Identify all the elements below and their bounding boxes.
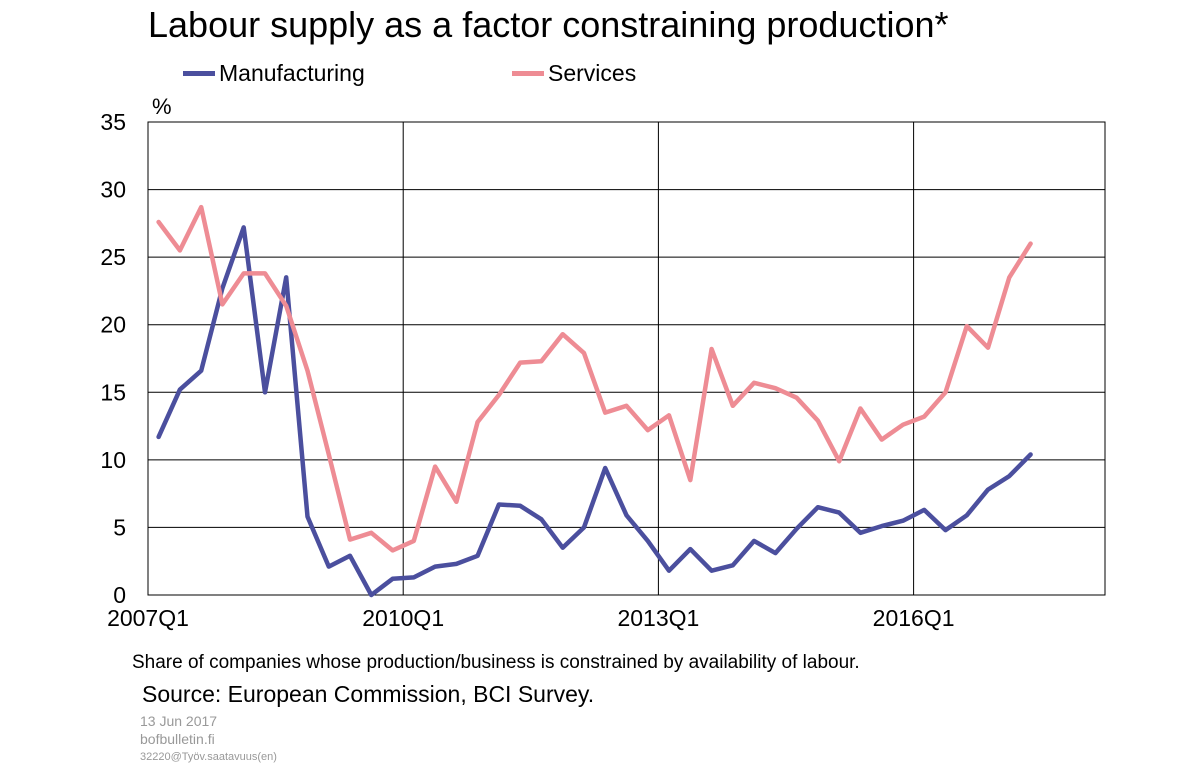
y-tick-label: 15	[100, 379, 126, 405]
legend-swatch-services	[512, 71, 544, 76]
y-axis-unit-label: %	[152, 94, 172, 119]
y-tick-label: 0	[113, 582, 126, 608]
plot-area-border	[147, 121, 1106, 596]
series-line-manufacturing	[156, 225, 1033, 598]
source-text: Source: European Commission, BCI Survey.	[142, 681, 595, 707]
series-line-services	[156, 204, 1033, 553]
y-tick-label: 35	[100, 109, 126, 135]
footnote: Share of companies whose production/busi…	[132, 652, 860, 673]
legend-item-services: Services	[512, 60, 636, 87]
legend-swatch-manufacturing	[183, 71, 215, 76]
x-tick-label: 2007Q1	[107, 605, 189, 631]
y-tick-label: 5	[113, 514, 126, 540]
legend-label-services: Services	[548, 60, 637, 86]
site-name: bofbulletin.fi	[140, 731, 215, 747]
chart-title: Labour supply as a factor constraining p…	[148, 4, 949, 45]
x-tick-label: 2013Q1	[617, 605, 699, 631]
x-tick-label: 2010Q1	[362, 605, 444, 631]
chart-code: 32220@Työv.saatavuus(en)	[140, 751, 277, 763]
y-tick-label: 25	[100, 244, 126, 270]
y-tick-label: 30	[100, 177, 126, 203]
publication-date: 13 Jun 2017	[140, 713, 218, 729]
legend-item-manufacturing: Manufacturing	[183, 60, 365, 87]
y-tick-label: 10	[100, 447, 126, 473]
legend-label-manufacturing: Manufacturing	[219, 60, 365, 86]
y-tick-label: 20	[100, 312, 126, 338]
x-tick-label: 2016Q1	[873, 605, 955, 631]
